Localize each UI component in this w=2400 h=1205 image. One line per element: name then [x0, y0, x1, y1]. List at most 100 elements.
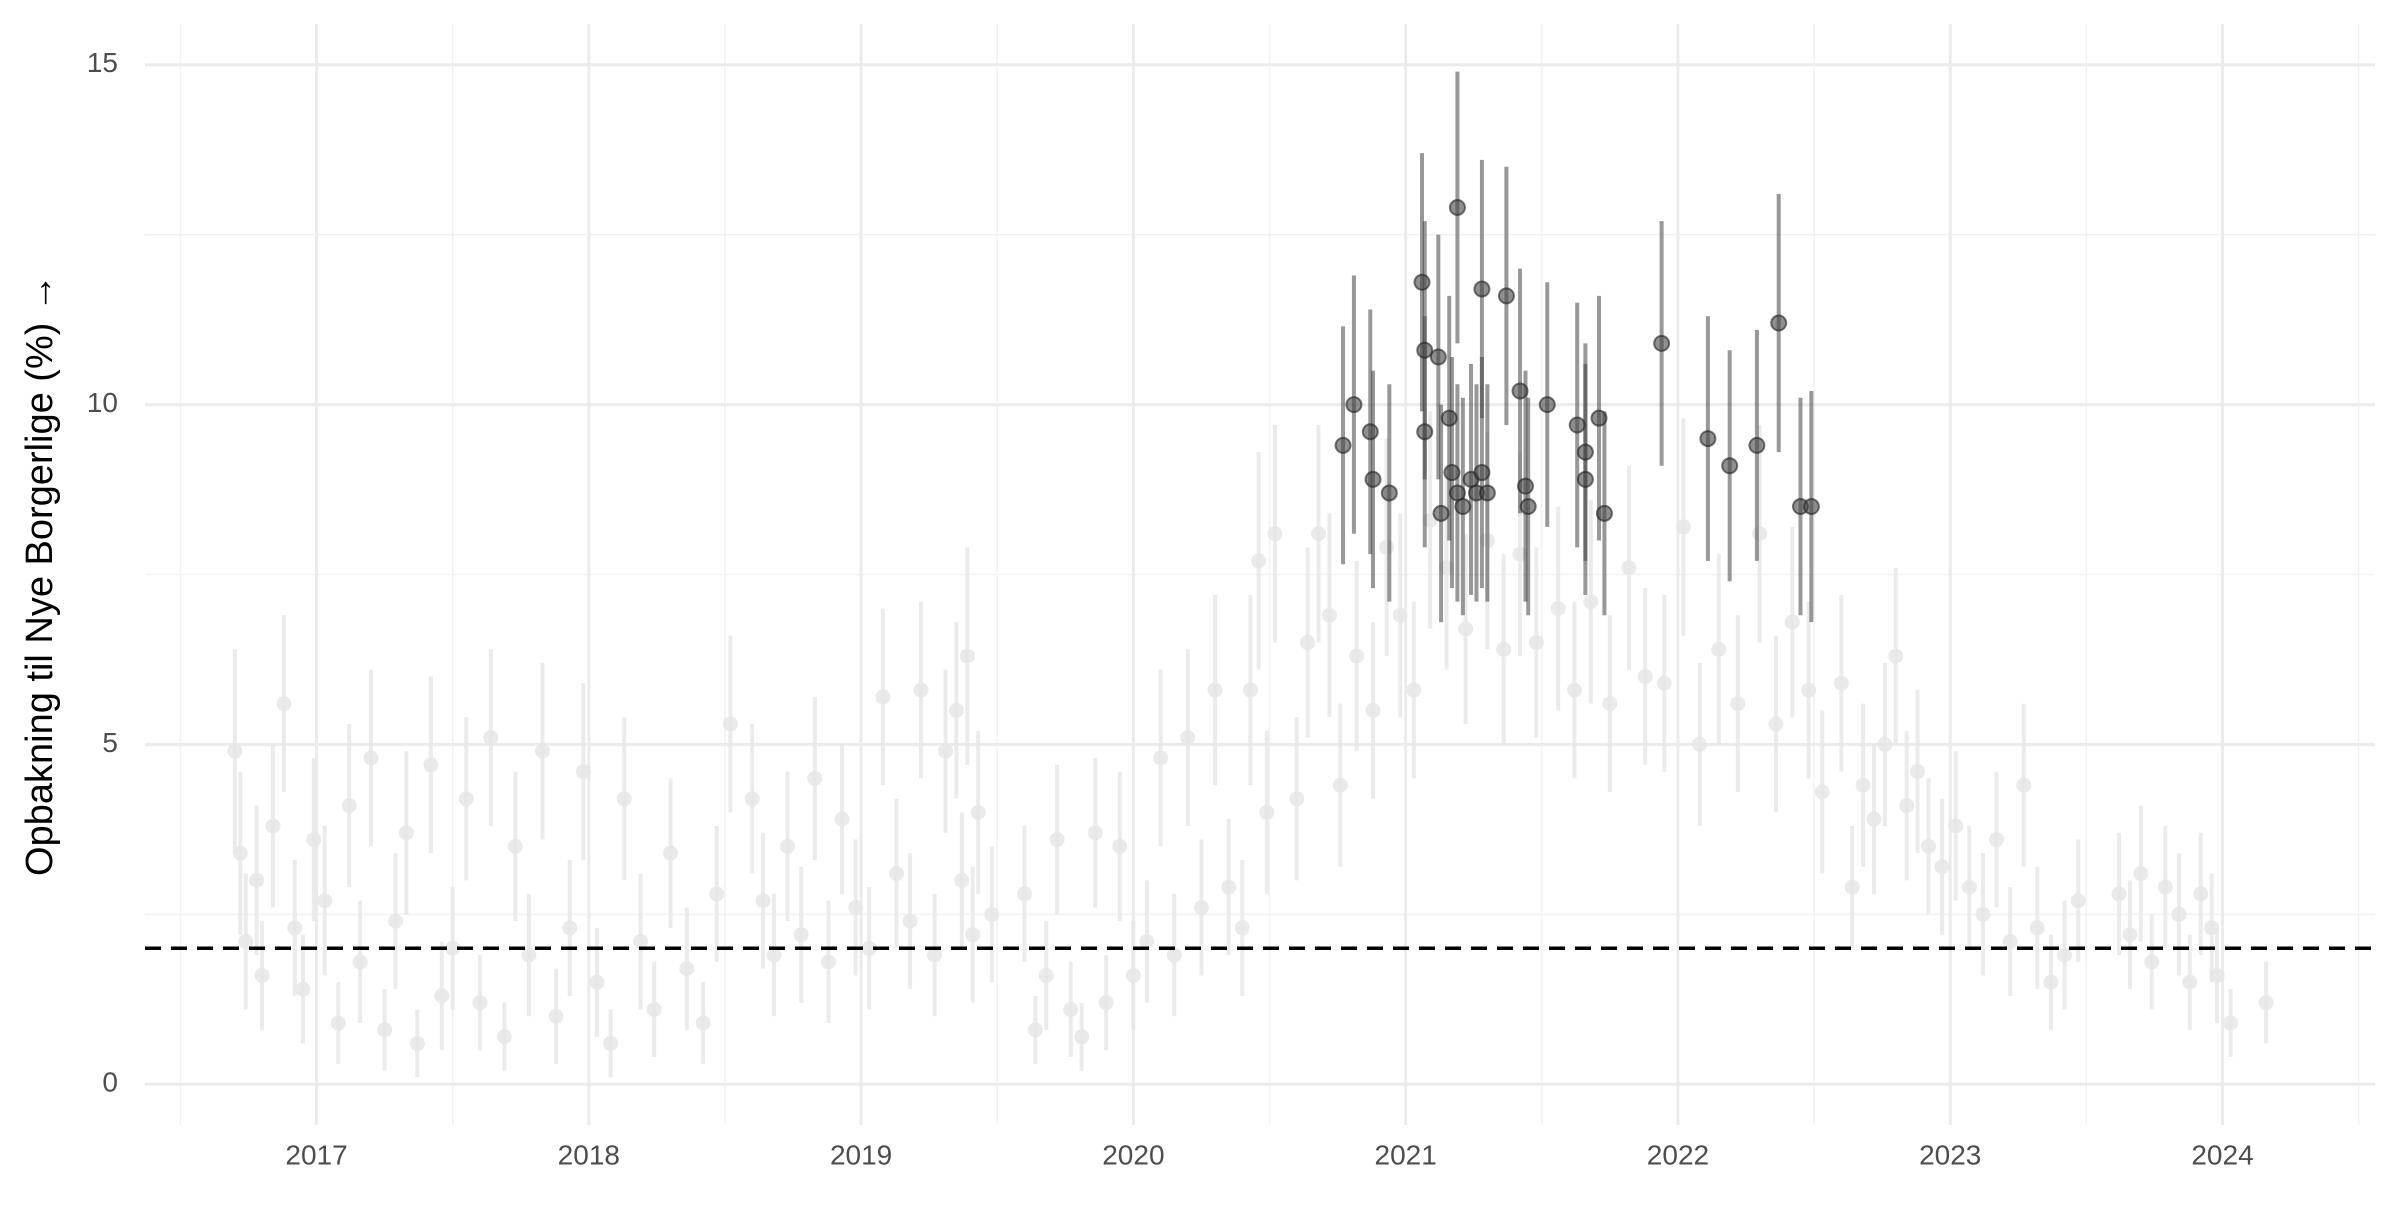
- data-point: [1653, 334, 1671, 352]
- data-point: [1098, 995, 1114, 1011]
- data-point: [2144, 954, 2160, 970]
- data-point: [1699, 430, 1717, 448]
- data-point: [646, 1001, 662, 1017]
- data-point: [1975, 906, 1991, 922]
- y-axis-label: Opbakning til Nye Borgerlige (%) →: [19, 274, 61, 876]
- data-point: [616, 791, 632, 807]
- data-point: [2122, 927, 2138, 943]
- data-point: [820, 954, 836, 970]
- data-point: [1748, 436, 1766, 454]
- data-point: [1251, 553, 1267, 569]
- data-point: [1855, 777, 1871, 793]
- data-point: [780, 838, 796, 854]
- data-point: [1234, 920, 1250, 936]
- data-point: [1595, 504, 1613, 522]
- data-point: [445, 940, 461, 956]
- data-point: [1454, 498, 1472, 516]
- data-point: [2157, 879, 2173, 895]
- data-point: [1289, 791, 1305, 807]
- data-point: [2043, 974, 2059, 990]
- data-point: [1364, 470, 1382, 488]
- data-point: [1833, 675, 1849, 691]
- data-point: [1621, 560, 1637, 576]
- x-tick-label: 2017: [285, 1139, 347, 1170]
- data-point: [889, 866, 905, 882]
- data-point: [1112, 838, 1128, 854]
- data-point: [1528, 634, 1544, 650]
- data-point: [548, 1008, 564, 1024]
- data-point: [1519, 498, 1537, 516]
- data-point: [1221, 879, 1237, 895]
- data-point: [1380, 484, 1398, 502]
- data-point: [1583, 594, 1599, 610]
- data-point: [434, 988, 450, 1004]
- data-point: [834, 811, 850, 827]
- x-tick-label: 2021: [1375, 1139, 1437, 1170]
- data-point: [1516, 477, 1534, 495]
- data-point: [483, 730, 499, 746]
- data-point: [2111, 886, 2127, 902]
- data-point: [2258, 995, 2274, 1011]
- data-point: [1768, 716, 1784, 732]
- data-point: [709, 886, 725, 902]
- x-tick-label: 2024: [2191, 1139, 2253, 1170]
- x-tick-label: 2020: [1102, 1139, 1164, 1170]
- data-point: [1413, 273, 1431, 291]
- data-point: [1473, 464, 1491, 482]
- data-point: [1910, 764, 1926, 780]
- data-point: [965, 927, 981, 943]
- data-point: [1448, 199, 1466, 216]
- data-point: [1934, 859, 1950, 875]
- data-point: [1016, 886, 1032, 902]
- data-point: [1961, 879, 1977, 895]
- data-point: [2209, 967, 2225, 983]
- data-point: [2133, 866, 2149, 882]
- data-point: [1538, 396, 1556, 414]
- data-point: [1576, 470, 1594, 488]
- data-point: [766, 947, 782, 963]
- data-point: [722, 716, 738, 732]
- data-point: [496, 1029, 512, 1045]
- y-tick-label: 5: [102, 727, 118, 758]
- data-point: [377, 1022, 393, 1038]
- data-point: [330, 1015, 346, 1031]
- data-point: [1568, 416, 1586, 434]
- data-point: [388, 913, 404, 929]
- data-point: [1432, 504, 1450, 522]
- data-point: [363, 750, 379, 766]
- data-point: [875, 689, 891, 705]
- data-point: [1721, 457, 1739, 475]
- data-point: [1899, 798, 1915, 814]
- x-tick-label: 2022: [1647, 1139, 1709, 1170]
- data-point: [562, 920, 578, 936]
- data-point: [238, 934, 254, 949]
- data-point: [341, 798, 357, 814]
- data-point: [970, 804, 986, 820]
- data-point: [1784, 614, 1800, 630]
- data-point: [1692, 736, 1708, 752]
- data-point: [1770, 314, 1788, 332]
- x-tick-label: 2019: [830, 1139, 892, 1170]
- data-point: [1637, 668, 1653, 684]
- data-point: [575, 764, 591, 780]
- data-point: [1361, 423, 1379, 441]
- data-point: [1242, 682, 1258, 698]
- data-point: [409, 1035, 425, 1051]
- data-point: [1440, 409, 1458, 427]
- data-point: [1139, 934, 1155, 949]
- data-point: [287, 920, 303, 936]
- data-point: [2070, 893, 2086, 909]
- data-point: [1345, 396, 1363, 414]
- data-point: [398, 825, 414, 841]
- data-point: [1267, 526, 1283, 542]
- data-point: [1443, 464, 1461, 482]
- data-point: [1300, 634, 1316, 650]
- data-point: [1207, 682, 1223, 698]
- data-point: [1802, 498, 1820, 516]
- data-point: [679, 961, 695, 977]
- data-point: [913, 682, 929, 698]
- data-point: [1478, 484, 1496, 502]
- data-point: [1989, 832, 2005, 848]
- data-point: [317, 893, 333, 909]
- data-point: [1074, 1029, 1090, 1045]
